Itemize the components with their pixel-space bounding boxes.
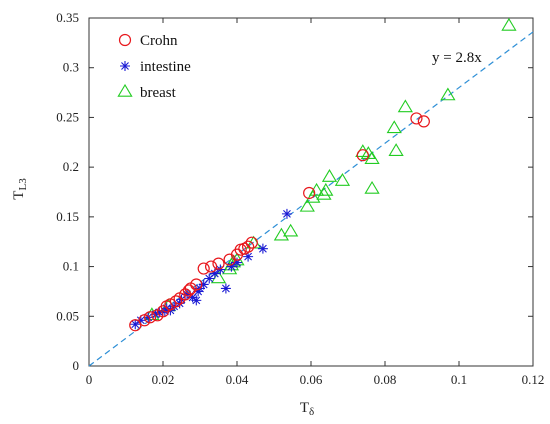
intestine-point: [182, 289, 193, 300]
x-axis-label-subscript: δ: [309, 406, 314, 418]
breast-point: [334, 172, 351, 186]
breast-point: [321, 169, 338, 182]
intestine-point: [281, 208, 292, 219]
legend: Crohn intestine breast: [117, 33, 191, 101]
y-tick-label: 0.25: [56, 109, 79, 124]
intestine-point: [143, 312, 154, 323]
x-tick-label: 0.08: [374, 372, 397, 387]
x-tick-label: 0.12: [522, 372, 545, 387]
crohn-point: [245, 236, 258, 249]
y-tick-label: 0.35: [56, 10, 79, 25]
crohn-point: [197, 262, 210, 275]
y-axis-label: TL3: [11, 178, 29, 200]
breast-point: [501, 17, 517, 31]
breast-point: [273, 227, 290, 241]
crohn-point: [129, 319, 142, 332]
crohn-point: [417, 115, 430, 128]
intestine-point: [198, 279, 209, 290]
crohn-point: [190, 278, 203, 291]
y-tick-label: 0.1: [63, 259, 79, 274]
crohn-point: [410, 112, 423, 125]
x-tick-label: 0.02: [152, 372, 175, 387]
crohn-point: [143, 311, 157, 324]
x-tick-label: 0.04: [226, 372, 249, 387]
fit-line-label: y = 2.8x: [432, 50, 482, 66]
legend-breast-label: breast: [140, 85, 177, 101]
y-axis-label-subscript: L3: [17, 178, 29, 191]
y-tick-label: 0.3: [63, 60, 79, 75]
breast-point: [364, 151, 380, 164]
legend-intestine-label: intestine: [140, 59, 191, 75]
axes: 0 0.02 0.04 0.06 0.08 0.1 0.12 0 0.05 0.1 0.15 0.2 0…: [56, 10, 544, 387]
intestine-point: [232, 257, 242, 268]
breast-point: [318, 182, 334, 196]
data-points: [129, 17, 517, 332]
y-tick-label: 0: [73, 358, 80, 373]
crohn-point: [242, 240, 255, 253]
intestine-point: [215, 264, 226, 275]
legend-breast-marker: [117, 83, 133, 97]
intestine-point: [193, 286, 204, 297]
breast-point: [355, 144, 371, 157]
y-tick-label: 0.2: [63, 159, 79, 174]
breast-point: [305, 189, 321, 203]
crohn-point: [205, 260, 218, 273]
breast-point: [386, 120, 402, 134]
x-tick-label: 0.06: [300, 372, 323, 387]
intestine-point: [257, 243, 268, 254]
x-tick-label: 0.1: [451, 372, 467, 387]
intestine-point: [209, 268, 220, 279]
legend-crohn-label: Crohn: [140, 33, 178, 49]
intestine-point: [204, 273, 215, 284]
legend-crohn-marker: [118, 33, 132, 47]
intestine-point: [243, 251, 254, 262]
crohn-point: [356, 149, 369, 162]
legend-intestine-marker: [120, 61, 130, 71]
intestine-point: [154, 307, 165, 318]
x-axis-label: Tδ: [300, 400, 314, 418]
breast-point: [388, 143, 404, 156]
intestine-point: [130, 319, 141, 330]
y-tick-label: 0.15: [56, 209, 79, 224]
intestine-point: [226, 261, 237, 272]
crohn-point: [303, 186, 316, 200]
intestine-point: [135, 315, 146, 326]
intestine-point: [220, 283, 231, 294]
breast-point: [364, 180, 380, 194]
y-tick-label: 0.05: [56, 308, 79, 323]
crohn-point: [182, 284, 195, 297]
breast-point: [440, 87, 456, 101]
breast-point: [397, 99, 413, 113]
crohn-point: [212, 257, 225, 270]
intestine-point: [150, 309, 161, 320]
intestine-point: [191, 295, 202, 306]
breast-point: [283, 223, 299, 237]
crohn-point: [169, 295, 183, 308]
x-tick-label: 0: [86, 372, 93, 387]
breast-point: [299, 198, 315, 212]
